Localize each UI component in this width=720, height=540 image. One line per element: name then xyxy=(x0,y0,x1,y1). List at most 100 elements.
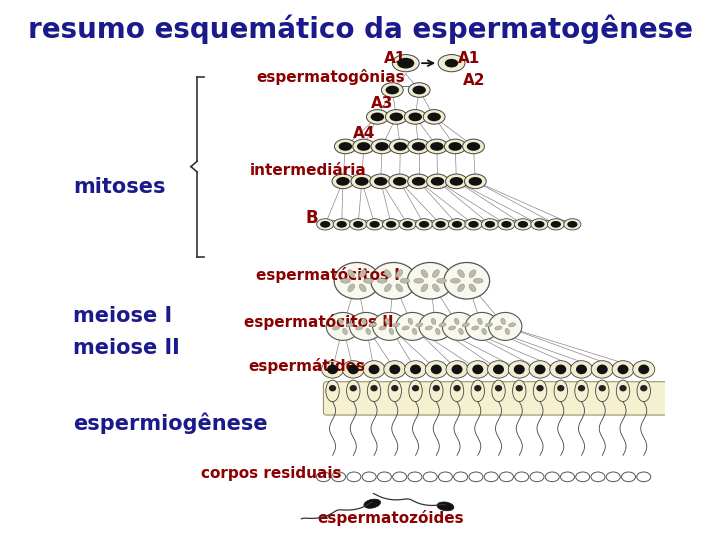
Ellipse shape xyxy=(375,142,389,151)
Ellipse shape xyxy=(472,326,479,330)
Circle shape xyxy=(534,364,546,374)
Ellipse shape xyxy=(390,112,403,121)
Ellipse shape xyxy=(547,219,564,230)
Ellipse shape xyxy=(335,139,356,154)
Text: A1: A1 xyxy=(458,51,480,66)
Ellipse shape xyxy=(485,323,492,327)
Ellipse shape xyxy=(384,284,391,292)
Ellipse shape xyxy=(495,326,502,330)
Ellipse shape xyxy=(408,262,453,299)
Circle shape xyxy=(536,385,544,392)
Circle shape xyxy=(433,385,440,392)
Ellipse shape xyxy=(364,499,381,508)
Ellipse shape xyxy=(444,139,466,154)
Ellipse shape xyxy=(469,269,476,278)
Ellipse shape xyxy=(485,221,495,228)
Ellipse shape xyxy=(389,328,394,335)
Ellipse shape xyxy=(363,361,385,378)
Ellipse shape xyxy=(370,174,392,188)
Ellipse shape xyxy=(405,110,426,124)
Text: meiose I: meiose I xyxy=(73,306,172,326)
Ellipse shape xyxy=(386,221,396,228)
Ellipse shape xyxy=(436,221,446,228)
Ellipse shape xyxy=(450,380,464,402)
Ellipse shape xyxy=(505,328,510,335)
Ellipse shape xyxy=(408,318,413,325)
Ellipse shape xyxy=(633,361,654,378)
Ellipse shape xyxy=(469,221,479,228)
Circle shape xyxy=(329,385,336,392)
Ellipse shape xyxy=(367,380,381,402)
Ellipse shape xyxy=(508,323,516,327)
Ellipse shape xyxy=(326,380,339,402)
Ellipse shape xyxy=(396,313,429,340)
Ellipse shape xyxy=(473,278,483,283)
Text: espermatócitos II: espermatócitos II xyxy=(244,314,394,330)
Ellipse shape xyxy=(449,326,456,330)
Circle shape xyxy=(472,364,483,374)
Circle shape xyxy=(493,364,504,374)
Ellipse shape xyxy=(393,177,406,186)
Ellipse shape xyxy=(436,328,440,335)
Text: A3: A3 xyxy=(371,96,393,111)
Ellipse shape xyxy=(477,318,482,325)
Text: A1: A1 xyxy=(384,51,407,66)
Ellipse shape xyxy=(351,174,373,188)
Ellipse shape xyxy=(487,361,510,378)
Ellipse shape xyxy=(421,269,428,278)
Circle shape xyxy=(451,364,462,374)
Ellipse shape xyxy=(396,269,402,278)
Ellipse shape xyxy=(408,174,429,188)
Ellipse shape xyxy=(498,219,515,230)
Ellipse shape xyxy=(452,221,462,228)
Ellipse shape xyxy=(423,110,445,124)
Circle shape xyxy=(431,364,442,374)
Ellipse shape xyxy=(459,328,463,335)
Ellipse shape xyxy=(408,83,430,97)
Circle shape xyxy=(370,385,378,392)
Ellipse shape xyxy=(359,269,366,278)
Ellipse shape xyxy=(449,219,466,230)
Circle shape xyxy=(576,364,587,374)
Ellipse shape xyxy=(531,219,548,230)
Ellipse shape xyxy=(433,284,439,292)
Ellipse shape xyxy=(419,313,452,340)
Circle shape xyxy=(369,364,379,374)
Ellipse shape xyxy=(371,139,393,154)
Ellipse shape xyxy=(392,55,419,72)
Ellipse shape xyxy=(371,112,384,121)
Ellipse shape xyxy=(482,328,487,335)
Text: B: B xyxy=(305,209,318,227)
Circle shape xyxy=(514,364,525,374)
Text: corpos residuais: corpos residuais xyxy=(202,465,342,481)
Ellipse shape xyxy=(332,174,354,188)
Ellipse shape xyxy=(469,284,476,292)
Ellipse shape xyxy=(346,380,360,402)
Text: espermiogênese: espermiogênese xyxy=(73,413,268,434)
Circle shape xyxy=(516,385,523,392)
Circle shape xyxy=(619,385,626,392)
Ellipse shape xyxy=(390,139,411,154)
Ellipse shape xyxy=(386,86,399,94)
Ellipse shape xyxy=(369,221,379,228)
Ellipse shape xyxy=(637,380,650,402)
Ellipse shape xyxy=(412,177,426,186)
Ellipse shape xyxy=(338,318,343,325)
Ellipse shape xyxy=(369,323,377,327)
Circle shape xyxy=(618,364,629,374)
Circle shape xyxy=(640,385,647,392)
Ellipse shape xyxy=(342,361,364,378)
Ellipse shape xyxy=(616,380,630,402)
Circle shape xyxy=(454,385,461,392)
Ellipse shape xyxy=(529,361,551,378)
Ellipse shape xyxy=(551,221,561,228)
Ellipse shape xyxy=(320,221,330,228)
Ellipse shape xyxy=(334,262,379,299)
Ellipse shape xyxy=(501,318,505,325)
Circle shape xyxy=(555,364,566,374)
Ellipse shape xyxy=(366,328,371,335)
Circle shape xyxy=(598,385,606,392)
Text: A2: A2 xyxy=(462,73,485,88)
Circle shape xyxy=(412,385,419,392)
Ellipse shape xyxy=(350,219,366,230)
